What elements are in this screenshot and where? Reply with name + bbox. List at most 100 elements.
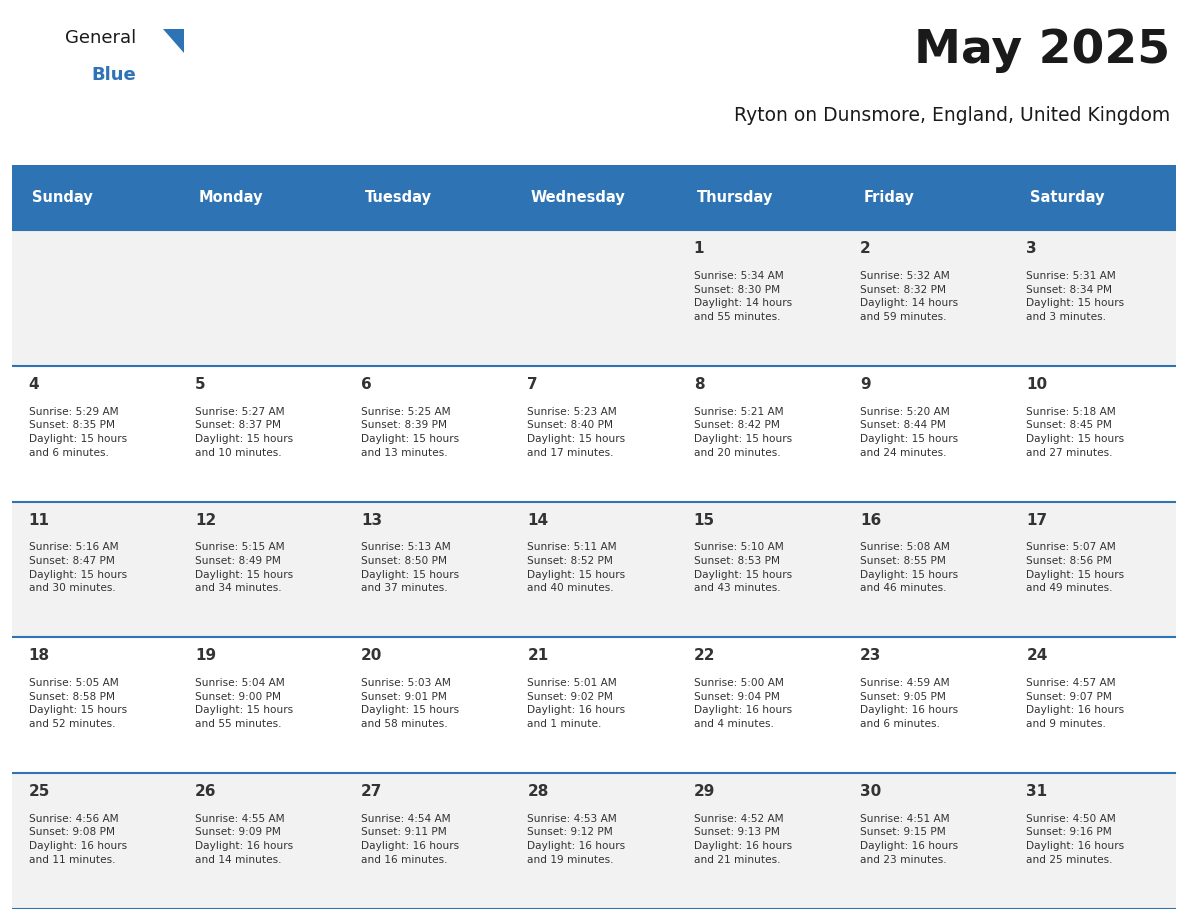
Text: 8: 8 (694, 377, 704, 392)
Bar (511, 773, 677, 909)
Bar (1010, 230, 1176, 366)
Text: 18: 18 (29, 648, 50, 664)
Text: 6: 6 (361, 377, 372, 392)
Bar (843, 165, 1010, 230)
Text: Sunrise: 5:20 AM
Sunset: 8:44 PM
Daylight: 15 hours
and 24 minutes.: Sunrise: 5:20 AM Sunset: 8:44 PM Dayligh… (860, 407, 959, 457)
Text: Sunrise: 5:23 AM
Sunset: 8:40 PM
Daylight: 15 hours
and 17 minutes.: Sunrise: 5:23 AM Sunset: 8:40 PM Dayligh… (527, 407, 626, 457)
Text: Sunrise: 4:50 AM
Sunset: 9:16 PM
Daylight: 16 hours
and 25 minutes.: Sunrise: 4:50 AM Sunset: 9:16 PM Dayligh… (1026, 814, 1125, 865)
Bar (345, 165, 511, 230)
Text: Sunrise: 5:15 AM
Sunset: 8:49 PM
Daylight: 15 hours
and 34 minutes.: Sunrise: 5:15 AM Sunset: 8:49 PM Dayligh… (195, 543, 293, 593)
Bar (1010, 502, 1176, 637)
Bar (178, 366, 345, 502)
Bar (511, 366, 677, 502)
Text: Friday: Friday (864, 190, 915, 206)
Text: 22: 22 (694, 648, 715, 664)
Text: Sunrise: 5:05 AM
Sunset: 8:58 PM
Daylight: 15 hours
and 52 minutes.: Sunrise: 5:05 AM Sunset: 8:58 PM Dayligh… (29, 678, 127, 729)
Text: Sunrise: 5:29 AM
Sunset: 8:35 PM
Daylight: 15 hours
and 6 minutes.: Sunrise: 5:29 AM Sunset: 8:35 PM Dayligh… (29, 407, 127, 457)
Bar (178, 230, 345, 366)
Text: 29: 29 (694, 784, 715, 799)
Text: 2: 2 (860, 241, 871, 256)
Bar (843, 502, 1010, 637)
Text: May 2025: May 2025 (914, 28, 1170, 73)
Text: Sunrise: 4:52 AM
Sunset: 9:13 PM
Daylight: 16 hours
and 21 minutes.: Sunrise: 4:52 AM Sunset: 9:13 PM Dayligh… (694, 814, 792, 865)
Bar (677, 366, 843, 502)
Text: 27: 27 (361, 784, 383, 799)
Text: Ryton on Dunsmore, England, United Kingdom: Ryton on Dunsmore, England, United Kingd… (734, 106, 1170, 125)
Text: 11: 11 (29, 512, 50, 528)
Bar (345, 773, 511, 909)
Text: Sunrise: 5:34 AM
Sunset: 8:30 PM
Daylight: 14 hours
and 55 minutes.: Sunrise: 5:34 AM Sunset: 8:30 PM Dayligh… (694, 271, 792, 322)
Text: 12: 12 (195, 512, 216, 528)
Bar (1010, 165, 1176, 230)
Text: 10: 10 (1026, 377, 1048, 392)
Text: 14: 14 (527, 512, 549, 528)
Text: Sunrise: 5:32 AM
Sunset: 8:32 PM
Daylight: 14 hours
and 59 minutes.: Sunrise: 5:32 AM Sunset: 8:32 PM Dayligh… (860, 271, 959, 322)
Text: Sunrise: 5:08 AM
Sunset: 8:55 PM
Daylight: 15 hours
and 46 minutes.: Sunrise: 5:08 AM Sunset: 8:55 PM Dayligh… (860, 543, 959, 593)
Text: Sunrise: 5:10 AM
Sunset: 8:53 PM
Daylight: 15 hours
and 43 minutes.: Sunrise: 5:10 AM Sunset: 8:53 PM Dayligh… (694, 543, 792, 593)
Text: 20: 20 (361, 648, 383, 664)
Bar (12, 165, 178, 230)
Bar (1010, 773, 1176, 909)
Bar (511, 165, 677, 230)
Bar (511, 502, 677, 637)
Text: Sunrise: 5:16 AM
Sunset: 8:47 PM
Daylight: 15 hours
and 30 minutes.: Sunrise: 5:16 AM Sunset: 8:47 PM Dayligh… (29, 543, 127, 593)
Text: 19: 19 (195, 648, 216, 664)
Text: Sunrise: 4:51 AM
Sunset: 9:15 PM
Daylight: 16 hours
and 23 minutes.: Sunrise: 4:51 AM Sunset: 9:15 PM Dayligh… (860, 814, 959, 865)
Bar (345, 366, 511, 502)
Bar (12, 773, 178, 909)
Bar (12, 366, 178, 502)
Text: Sunrise: 5:25 AM
Sunset: 8:39 PM
Daylight: 15 hours
and 13 minutes.: Sunrise: 5:25 AM Sunset: 8:39 PM Dayligh… (361, 407, 460, 457)
Bar (1010, 366, 1176, 502)
Bar (511, 230, 677, 366)
Bar (1010, 637, 1176, 773)
Text: Sunrise: 5:01 AM
Sunset: 9:02 PM
Daylight: 16 hours
and 1 minute.: Sunrise: 5:01 AM Sunset: 9:02 PM Dayligh… (527, 678, 626, 729)
Bar (677, 773, 843, 909)
Text: 16: 16 (860, 512, 881, 528)
Bar (12, 502, 178, 637)
Bar (345, 637, 511, 773)
Text: 24: 24 (1026, 648, 1048, 664)
Text: Sunrise: 4:53 AM
Sunset: 9:12 PM
Daylight: 16 hours
and 19 minutes.: Sunrise: 4:53 AM Sunset: 9:12 PM Dayligh… (527, 814, 626, 865)
Bar (12, 230, 178, 366)
Text: Sunrise: 5:11 AM
Sunset: 8:52 PM
Daylight: 15 hours
and 40 minutes.: Sunrise: 5:11 AM Sunset: 8:52 PM Dayligh… (527, 543, 626, 593)
Text: 30: 30 (860, 784, 881, 799)
Text: Sunrise: 5:18 AM
Sunset: 8:45 PM
Daylight: 15 hours
and 27 minutes.: Sunrise: 5:18 AM Sunset: 8:45 PM Dayligh… (1026, 407, 1125, 457)
Bar (843, 637, 1010, 773)
Polygon shape (163, 29, 184, 53)
Text: General: General (65, 29, 137, 48)
Text: 3: 3 (1026, 241, 1037, 256)
Bar (843, 366, 1010, 502)
Text: Sunrise: 5:21 AM
Sunset: 8:42 PM
Daylight: 15 hours
and 20 minutes.: Sunrise: 5:21 AM Sunset: 8:42 PM Dayligh… (694, 407, 792, 457)
Text: Sunrise: 5:31 AM
Sunset: 8:34 PM
Daylight: 15 hours
and 3 minutes.: Sunrise: 5:31 AM Sunset: 8:34 PM Dayligh… (1026, 271, 1125, 322)
Text: Sunrise: 4:54 AM
Sunset: 9:11 PM
Daylight: 16 hours
and 16 minutes.: Sunrise: 4:54 AM Sunset: 9:11 PM Dayligh… (361, 814, 460, 865)
Text: Blue: Blue (91, 66, 137, 84)
Text: 5: 5 (195, 377, 206, 392)
Text: Sunrise: 4:59 AM
Sunset: 9:05 PM
Daylight: 16 hours
and 6 minutes.: Sunrise: 4:59 AM Sunset: 9:05 PM Dayligh… (860, 678, 959, 729)
Text: Saturday: Saturday (1030, 190, 1105, 206)
Text: Monday: Monday (198, 190, 263, 206)
Bar (178, 502, 345, 637)
Text: Sunrise: 4:57 AM
Sunset: 9:07 PM
Daylight: 16 hours
and 9 minutes.: Sunrise: 4:57 AM Sunset: 9:07 PM Dayligh… (1026, 678, 1125, 729)
Bar (178, 773, 345, 909)
Text: Sunrise: 5:13 AM
Sunset: 8:50 PM
Daylight: 15 hours
and 37 minutes.: Sunrise: 5:13 AM Sunset: 8:50 PM Dayligh… (361, 543, 460, 593)
Text: 4: 4 (29, 377, 39, 392)
Text: 15: 15 (694, 512, 715, 528)
Bar (178, 165, 345, 230)
Bar (178, 637, 345, 773)
Bar (12, 637, 178, 773)
Text: 26: 26 (195, 784, 216, 799)
Bar (345, 502, 511, 637)
Bar (345, 230, 511, 366)
Bar (843, 773, 1010, 909)
Text: Thursday: Thursday (697, 190, 773, 206)
Text: 9: 9 (860, 377, 871, 392)
Bar (843, 230, 1010, 366)
Bar (511, 637, 677, 773)
Text: 17: 17 (1026, 512, 1048, 528)
Text: 13: 13 (361, 512, 383, 528)
Text: 28: 28 (527, 784, 549, 799)
Text: Sunrise: 4:56 AM
Sunset: 9:08 PM
Daylight: 16 hours
and 11 minutes.: Sunrise: 4:56 AM Sunset: 9:08 PM Dayligh… (29, 814, 127, 865)
Text: 7: 7 (527, 377, 538, 392)
Text: Sunrise: 5:04 AM
Sunset: 9:00 PM
Daylight: 15 hours
and 55 minutes.: Sunrise: 5:04 AM Sunset: 9:00 PM Dayligh… (195, 678, 293, 729)
Text: Sunrise: 5:00 AM
Sunset: 9:04 PM
Daylight: 16 hours
and 4 minutes.: Sunrise: 5:00 AM Sunset: 9:04 PM Dayligh… (694, 678, 792, 729)
